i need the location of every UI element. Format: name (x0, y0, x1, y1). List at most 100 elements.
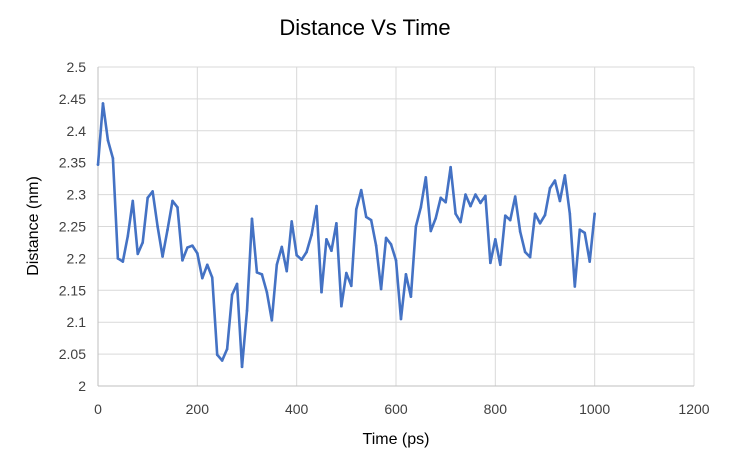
data-point (285, 269, 289, 273)
data-point (518, 230, 522, 233)
data-point (320, 290, 323, 294)
data-point (136, 252, 140, 256)
data-point (389, 243, 393, 246)
data-point (533, 212, 537, 216)
data-point (409, 295, 413, 298)
data-point (374, 244, 378, 247)
data-point (205, 263, 209, 267)
data-point (220, 359, 224, 362)
data-point (315, 204, 318, 208)
data-point (255, 271, 259, 274)
y-tick-label: 2.2 (67, 250, 87, 266)
data-point (290, 220, 294, 223)
data-point (414, 225, 418, 228)
y-tick-label: 2.15 (59, 282, 86, 298)
data-point (379, 287, 383, 291)
data-point (230, 293, 234, 297)
data-point (494, 237, 497, 241)
data-point (146, 196, 149, 200)
data-point (116, 257, 120, 260)
data-point (543, 213, 547, 217)
data-point (404, 273, 408, 276)
data-point (340, 304, 343, 308)
data-point (399, 317, 403, 321)
data-point (166, 228, 169, 231)
data-point (578, 228, 582, 231)
data-point (419, 206, 423, 209)
data-point (265, 290, 269, 294)
data-point (369, 218, 373, 222)
data-point (280, 245, 284, 249)
data-point (469, 204, 472, 208)
data-point (151, 190, 154, 193)
data-point (444, 200, 447, 204)
data-point (186, 246, 189, 249)
data-point (161, 255, 164, 258)
data-point (171, 199, 174, 203)
y-tick-label: 2.05 (59, 346, 86, 362)
data-point (196, 251, 199, 255)
y-tick-label: 2.3 (67, 187, 87, 203)
data-point (583, 231, 587, 235)
data-point (354, 207, 358, 211)
data-point (359, 188, 363, 192)
data-point (553, 179, 557, 182)
data-point (548, 186, 552, 190)
x-tick-label: 1200 (678, 401, 709, 417)
y-tick-label: 2.45 (59, 91, 86, 107)
data-point (295, 253, 298, 257)
x-tick-label: 200 (186, 401, 210, 417)
data-point (454, 212, 457, 216)
data-point (474, 193, 477, 196)
data-point (434, 216, 438, 220)
y-tick-labels: 2 2.05 2.1 2.15 2.2 2.25 2.3 2.35 2.4 2.45 2.5 (59, 59, 86, 394)
y-tick-label: 2.5 (67, 59, 87, 75)
data-point (508, 218, 512, 222)
data-point (464, 193, 467, 196)
data-point (250, 217, 254, 221)
data-point (305, 250, 308, 254)
data-point (300, 258, 303, 261)
data-point (335, 222, 338, 225)
data-point (235, 282, 239, 286)
data-point (260, 273, 264, 276)
axes (97, 67, 694, 387)
data-point (593, 212, 596, 216)
data-point (424, 176, 428, 179)
y-axis-title: Distance (nm) (25, 176, 42, 276)
x-tick-labels: 0 200 400 600 800 1000 1200 (94, 401, 710, 417)
y-tick-label: 2.35 (59, 155, 86, 171)
data-point (225, 347, 229, 351)
data-point (270, 318, 274, 322)
data-point (275, 263, 279, 267)
y-tick-label: 2.4 (67, 123, 87, 139)
plot-area (96, 102, 596, 369)
data-point (330, 249, 333, 253)
data-point (240, 365, 244, 369)
data-point (126, 234, 130, 238)
x-tick-label: 1000 (579, 401, 610, 417)
data-point (499, 263, 502, 267)
data-point (156, 225, 159, 228)
data-point (503, 214, 507, 217)
data-point (429, 229, 433, 233)
data-point (215, 353, 219, 357)
gridlines (98, 66, 695, 386)
data-point (310, 233, 313, 237)
data-point (176, 206, 179, 209)
data-point (538, 222, 542, 225)
data-point (191, 244, 194, 247)
data-point (364, 215, 368, 219)
data-point (96, 163, 100, 166)
data-point (210, 276, 214, 279)
y-tick-label: 2.25 (59, 219, 86, 235)
data-point (523, 250, 527, 254)
data-point (568, 212, 572, 216)
data-point (325, 237, 328, 241)
data-point (489, 261, 492, 265)
data-point (588, 260, 591, 263)
data-point (201, 276, 204, 280)
data-point (101, 102, 105, 105)
